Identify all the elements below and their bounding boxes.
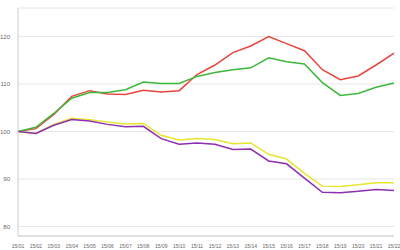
svg-text:110: 110 bbox=[8, 81, 11, 87]
svg-text:90: 90 bbox=[8, 176, 11, 182]
svg-text:15/10: 15/10 bbox=[173, 243, 186, 249]
svg-text:100: 100 bbox=[8, 129, 11, 135]
svg-text:15/14: 15/14 bbox=[245, 243, 258, 249]
svg-text:15/05: 15/05 bbox=[83, 243, 96, 249]
svg-text:15/11: 15/11 bbox=[191, 243, 203, 249]
svg-text:15/19: 15/19 bbox=[334, 243, 347, 249]
svg-text:15/18: 15/18 bbox=[316, 243, 329, 249]
svg-text:15/17: 15/17 bbox=[298, 243, 311, 249]
svg-text:15/06: 15/06 bbox=[101, 243, 114, 249]
svg-text:15/15: 15/15 bbox=[262, 243, 275, 249]
svg-text:15/21: 15/21 bbox=[370, 243, 383, 249]
svg-text:15/03: 15/03 bbox=[48, 243, 61, 249]
svg-text:15/08: 15/08 bbox=[137, 243, 150, 249]
svg-text:15/13: 15/13 bbox=[227, 243, 240, 249]
svg-text:80: 80 bbox=[8, 224, 11, 230]
svg-text:15/02: 15/02 bbox=[30, 243, 43, 249]
svg-text:120: 120 bbox=[8, 34, 11, 40]
svg-text:15/12: 15/12 bbox=[209, 243, 222, 249]
svg-text:15/07: 15/07 bbox=[119, 243, 132, 249]
svg-text:15/22: 15/22 bbox=[388, 243, 392, 249]
svg-text:15/04: 15/04 bbox=[65, 243, 78, 249]
svg-text:15/01: 15/01 bbox=[12, 243, 25, 249]
svg-text:15/20: 15/20 bbox=[352, 243, 365, 249]
svg-text:15/09: 15/09 bbox=[155, 243, 168, 249]
svg-text:15/16: 15/16 bbox=[280, 243, 293, 249]
